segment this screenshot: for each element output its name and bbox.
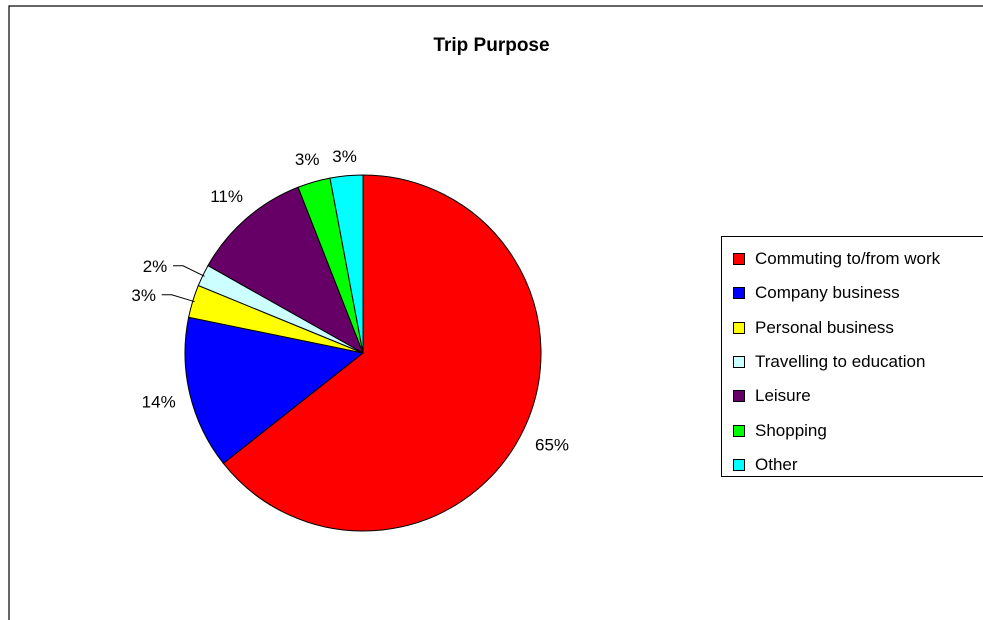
- legend-item: Leisure: [733, 384, 811, 408]
- legend-swatch: [733, 321, 745, 334]
- legend-item: Travelling to education: [733, 350, 925, 374]
- legend-item: Personal business: [733, 316, 894, 340]
- legend-item: Commuting to/from work: [733, 247, 940, 271]
- slice-label-4: 2%: [143, 257, 168, 276]
- slice-label-1: 65%: [535, 436, 569, 455]
- legend-label: Personal business: [755, 317, 894, 337]
- slice-label-3: 3%: [131, 286, 156, 305]
- legend: Commuting to/from work Company business Pe…: [721, 236, 983, 477]
- legend-item: Company business: [733, 281, 900, 305]
- leader-line-3: [161, 294, 195, 303]
- legend-label: Leisure: [755, 386, 811, 406]
- legend-swatch: [733, 390, 745, 403]
- legend-label: Company business: [755, 283, 900, 303]
- legend-label: Shopping: [755, 420, 827, 440]
- legend-label: Travelling to education: [755, 351, 926, 371]
- leader-line-4: [173, 265, 205, 277]
- chart-border: [8, 5, 983, 620]
- legend-label: Commuting to/from work: [755, 249, 941, 268]
- pie-slice-7: [329, 174, 364, 354]
- legend-item: Shopping: [733, 419, 827, 443]
- chart-title: Trip Purpose: [433, 35, 550, 56]
- legend-swatch: [733, 287, 745, 300]
- legend-swatch: [733, 355, 745, 368]
- slice-label-7: 3%: [332, 147, 357, 166]
- legend-swatch: [733, 458, 745, 471]
- slice-label-2: 14%: [142, 393, 176, 412]
- pie-slice-5: [207, 186, 364, 355]
- pie-slice-1: [222, 174, 542, 532]
- legend-swatch: [733, 424, 745, 437]
- legend-swatch: [733, 253, 745, 265]
- legend-label: Other: [755, 454, 798, 474]
- slice-label-5: 11%: [210, 187, 243, 206]
- pie-slice-2: [184, 316, 365, 465]
- legend-item: Other: [733, 453, 798, 477]
- slice-label-6: 3%: [295, 150, 320, 169]
